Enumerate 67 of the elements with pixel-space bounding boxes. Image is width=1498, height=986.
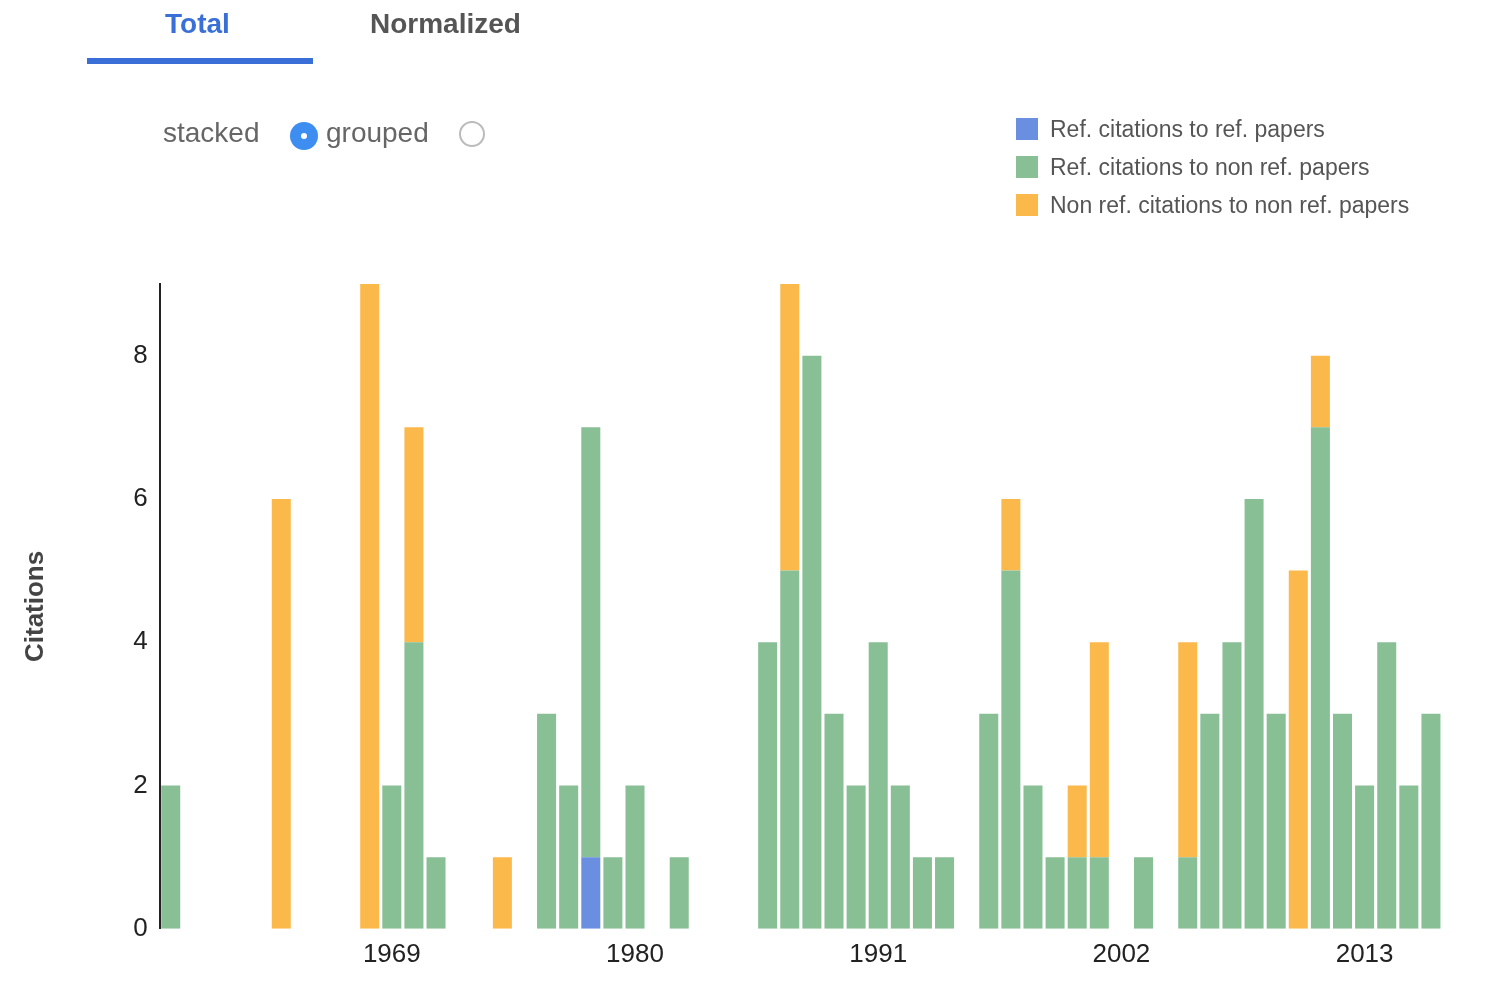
bar — [1244, 498, 1264, 929]
bar — [360, 284, 380, 929]
text: Total — [165, 8, 230, 40]
text: Normalized — [370, 8, 521, 40]
bar — [161, 785, 181, 929]
y-tick-label: 8 — [133, 338, 148, 369]
bar — [1178, 857, 1198, 929]
bar — [780, 570, 800, 929]
x-tick-label: 1980 — [606, 937, 664, 968]
bar — [890, 785, 910, 929]
bar — [603, 857, 623, 929]
x-tick-label: 2013 — [1335, 937, 1394, 968]
bar — [404, 427, 424, 643]
y-tick-label: 4 — [133, 625, 148, 656]
bar — [1067, 857, 1087, 929]
legend-label: Ref. citations to non ref. papers — [1050, 153, 1370, 181]
bar — [1089, 642, 1109, 858]
bar — [581, 857, 601, 929]
bar — [537, 713, 557, 929]
bar — [271, 498, 291, 929]
legend-label: Ref. citations to ref. papers — [1050, 115, 1325, 143]
bar — [1001, 498, 1021, 571]
x-tick-label: 2002 — [1092, 937, 1151, 968]
bar — [1222, 642, 1242, 929]
y-tick-label: 0 — [133, 911, 148, 942]
bar — [1310, 355, 1330, 428]
bar — [1421, 713, 1441, 929]
bar — [1023, 785, 1043, 929]
bar — [780, 284, 800, 571]
bar — [868, 642, 888, 929]
bar — [492, 857, 512, 929]
bar — [824, 713, 844, 929]
bar — [426, 857, 446, 929]
bar — [382, 785, 402, 929]
bar — [559, 785, 579, 929]
bar — [912, 857, 932, 929]
bar — [979, 713, 999, 929]
bar — [1310, 427, 1330, 929]
y-tick-label: 6 — [133, 482, 148, 513]
bar — [1355, 785, 1375, 929]
y-axis-title: Citations — [18, 550, 49, 663]
bar — [1178, 642, 1198, 858]
bar — [846, 785, 866, 929]
bar — [669, 857, 689, 929]
bar — [802, 355, 822, 929]
bar — [625, 785, 645, 929]
x-tick-label: 1991 — [849, 937, 908, 968]
bar — [758, 642, 778, 929]
bar — [1333, 713, 1353, 929]
text: grouped — [326, 117, 429, 149]
bar — [1288, 570, 1308, 929]
bar — [1045, 857, 1065, 929]
bar — [1089, 857, 1109, 929]
text: stacked — [163, 117, 260, 149]
bar — [1067, 785, 1087, 858]
y-tick-label: 2 — [133, 768, 148, 799]
bar — [935, 857, 955, 929]
bar — [1266, 713, 1286, 929]
bar — [1399, 785, 1419, 929]
bar — [1001, 570, 1021, 929]
legend-label: Non ref. citations to non ref. papers — [1050, 191, 1410, 219]
bar — [1377, 642, 1397, 929]
bar — [404, 642, 424, 929]
x-tick-label: 1969 — [362, 937, 421, 968]
bar — [1134, 857, 1154, 929]
bar — [581, 427, 601, 858]
bar — [1200, 713, 1220, 929]
